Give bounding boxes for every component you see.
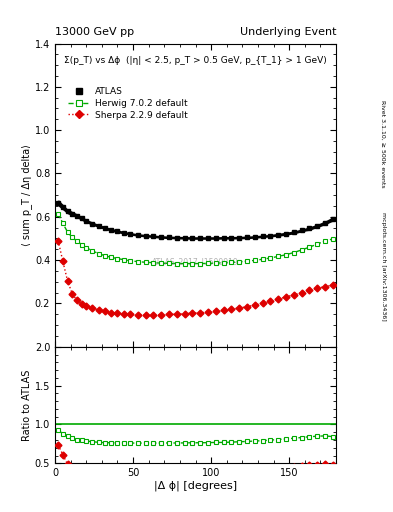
Text: Underlying Event: Underlying Event (239, 27, 336, 37)
Text: Σ(p_T) vs Δϕ  (|η| < 2.5, p_T > 0.5 GeV, p_{T_1} > 1 GeV): Σ(p_T) vs Δϕ (|η| < 2.5, p_T > 0.5 GeV, … (64, 56, 327, 65)
Legend: ATLAS, Herwig 7.0.2 default, Sherpa 2.2.9 default: ATLAS, Herwig 7.0.2 default, Sherpa 2.2.… (65, 84, 190, 122)
Text: ATLAS_2017_I1509919: ATLAS_2017_I1509919 (152, 258, 239, 266)
Y-axis label: Ratio to ATLAS: Ratio to ATLAS (22, 369, 32, 441)
Y-axis label: ⟨ sum p_T / Δη delta⟩: ⟨ sum p_T / Δη delta⟩ (21, 144, 32, 246)
X-axis label: |Δ ϕ| [degrees]: |Δ ϕ| [degrees] (154, 481, 237, 492)
Text: Rivet 3.1.10, ≥ 500k events: Rivet 3.1.10, ≥ 500k events (381, 99, 386, 187)
Text: mcplots.cern.ch [arXiv:1306.3436]: mcplots.cern.ch [arXiv:1306.3436] (381, 212, 386, 321)
Text: 13000 GeV pp: 13000 GeV pp (55, 27, 134, 37)
